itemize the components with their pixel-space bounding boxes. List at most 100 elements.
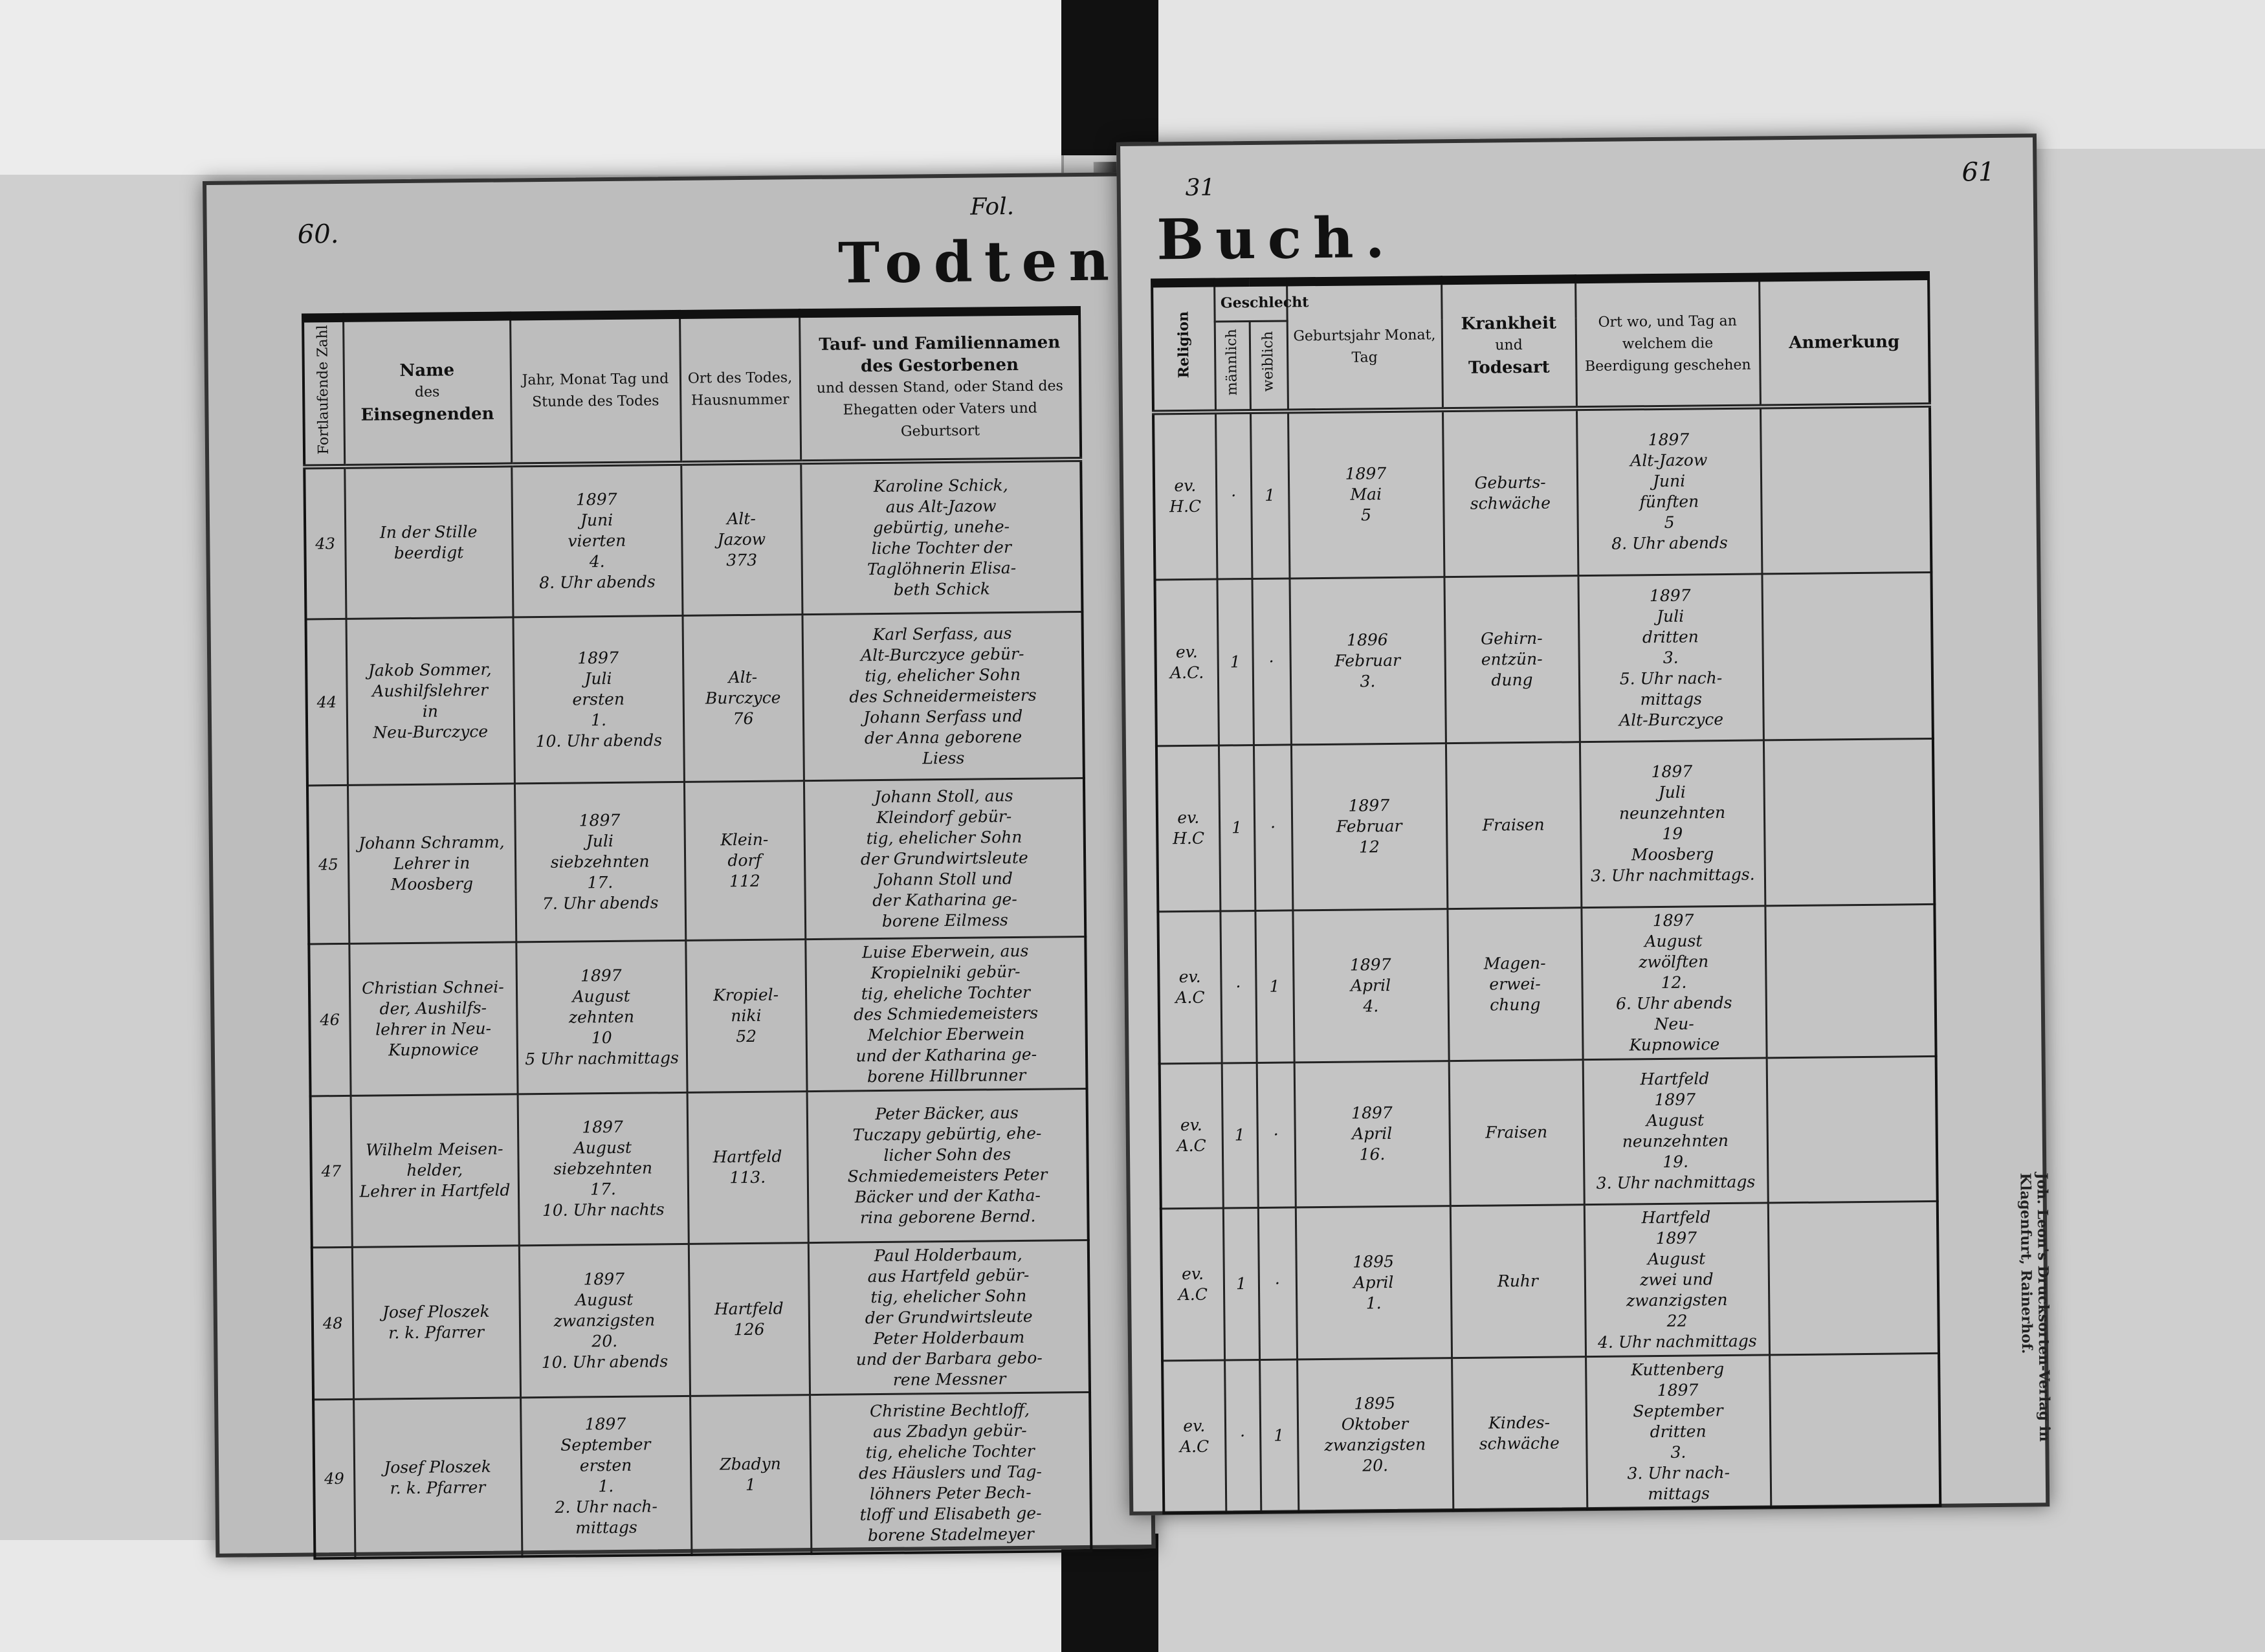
place-of-death: Zbadyn 1	[690, 1394, 812, 1555]
birth-date: 1895 Oktober zwanzigsten 20.	[1297, 1358, 1453, 1512]
cause-of-death: Ruhr	[1450, 1204, 1586, 1358]
sex-female-mark: ·	[1252, 578, 1291, 745]
sex-female-mark: ·	[1256, 1062, 1296, 1207]
header-male: männlich	[1214, 321, 1251, 412]
header-female: weiblich	[1249, 320, 1288, 412]
sex-male-mark: ·	[1215, 412, 1252, 579]
sex-male-mark: 1	[1217, 578, 1254, 745]
date-of-death: 1897 Juli siebzehnten 17. 7. Uhr abends	[514, 781, 686, 942]
header-deceased-name: Tauf- und Familiennamen des Gestorbenen …	[799, 311, 1081, 463]
remarks	[1765, 903, 1936, 1058]
deceased-details: Karl Serfass, aus Alt-Burczyce gebür- ti…	[802, 611, 1084, 781]
deceased-details: Luise Eberwein, aus Kropielniki gebür- t…	[805, 936, 1087, 1092]
cause-of-death: Kindes- schwäche	[1452, 1356, 1587, 1510]
right-page: 31 61 Buch. Religion Geschlecht Geburtsj…	[1116, 133, 2053, 1515]
header-cause-of-death: Krankheit und Todesart	[1441, 279, 1576, 410]
register-row: ev. A.C · 1 1897 April 4. Magen- erwei- chun…	[1158, 903, 1936, 1064]
header-sex: Geschlecht	[1214, 281, 1309, 322]
place-of-death: Alt- Burczyce 76	[682, 614, 804, 782]
sex-male-mark: 1	[1222, 1207, 1260, 1360]
officiant-name: Jakob Sommer, Aushilfslehrer in Neu-Burc…	[346, 617, 514, 785]
cause-of-death: Geburts- schwäche	[1442, 408, 1578, 577]
scanner-background-sheet	[0, 1540, 1061, 1652]
burial-details: 1897 Alt-Jazow Juni fünften 5 8. Uhr abe…	[1576, 406, 1762, 576]
cause-of-death: Fraisen	[1445, 742, 1582, 909]
deceased-details: Christine Bechtloff, aus Zbadyn gebür- t…	[810, 1391, 1092, 1554]
burial-details: Hartfeld 1897 August neunzehnten 19. 3. …	[1582, 1057, 1768, 1205]
date-of-death: 1897 Juni vierten 4. 8. Uhr abends	[511, 463, 683, 617]
remarks	[1769, 1352, 1941, 1507]
cause-of-death: Gehirn- entzün- dung	[1444, 575, 1580, 743]
burial-details: 1897 Juli neunzehnten 19 Moosberg 3. Uhr…	[1579, 740, 1765, 908]
register-row: 48 Josef Ploszek r. k. Pfarrer 1897 August…	[311, 1239, 1090, 1400]
date-of-death: 1897 August zehnten 10 5 Uhr nachmittags	[516, 940, 687, 1094]
register-row: 44 Jakob Sommer, Aushilfslehrer in Neu-Bu…	[305, 611, 1084, 786]
officiant-name: In der Stille beerdigt	[344, 465, 513, 619]
header-officiant: Name des Einsegnenden	[343, 316, 512, 467]
scanner-background-sheet	[0, 0, 1064, 175]
sex-female-mark: ·	[1253, 744, 1293, 910]
place-of-death: Klein- dorf 112	[683, 780, 806, 940]
sex-female-mark: ·	[1257, 1207, 1298, 1360]
book-spine	[1061, 1534, 1158, 1652]
religion: ev. A.C	[1160, 1207, 1225, 1361]
folio-mark: 31	[1185, 174, 1215, 201]
religion: ev. A.C	[1162, 1360, 1226, 1513]
officiant-name: Wilhelm Meisen- helder, Lehrer in Hartfe…	[350, 1094, 519, 1247]
officiant-name: Johann Schramm, Lehrer in Moosberg	[347, 783, 516, 943]
left-page: 60. Fol. Todten- Fortlaufende Zahl Name …	[203, 172, 1156, 1560]
date-of-death: 1897 September ersten 1. 2. Uhr nach- mi…	[520, 1395, 692, 1557]
birth-date: 1895 April 1.	[1295, 1206, 1452, 1360]
place-of-death: Hartfeld 113.	[687, 1091, 808, 1244]
header-religion: Religion	[1152, 282, 1216, 413]
remarks	[1766, 1055, 1938, 1203]
birth-date: 1897 Mai 5	[1288, 410, 1444, 578]
cause-of-death: Magen- erwei- chung	[1447, 907, 1583, 1061]
officiant-name: Josef Ploszek r. k. Pfarrer	[351, 1245, 521, 1399]
entry-number: 47	[310, 1095, 352, 1248]
remarks	[1763, 738, 1935, 906]
burial-details: Hartfeld 1897 August zwei und zwanzigste…	[1584, 1202, 1770, 1357]
sex-male-mark: ·	[1224, 1359, 1261, 1512]
religion: ev. H.C	[1153, 412, 1217, 580]
remarks	[1760, 404, 1932, 574]
deceased-details: Karoline Schick, aus Alt-Jazow gebürtig,…	[801, 459, 1083, 615]
header-remarks: Anmerkung	[1759, 275, 1930, 407]
page-number: 60.	[297, 219, 339, 250]
register-row: ev. A.C · 1 1895 Oktober zwanzigsten 20. Kin…	[1162, 1352, 1941, 1513]
entry-number: 49	[313, 1398, 355, 1559]
deceased-details: Johann Stoll, aus Kleindorf gebür- tig, …	[803, 778, 1086, 940]
birth-date: 1897 Februar 12	[1290, 743, 1448, 910]
register-row: 43 In der Stille beerdigt 1897 Juni vierte…	[304, 459, 1083, 619]
header-place-of-death: Ort des Todes, Hausnummer	[680, 313, 801, 463]
sex-male-mark: ·	[1220, 910, 1257, 1063]
sex-female-mark: 1	[1259, 1359, 1299, 1512]
entry-number: 46	[309, 943, 351, 1096]
officiant-name: Josef Ploszek r. k. Pfarrer	[353, 1397, 522, 1558]
remarks	[1767, 1200, 1939, 1355]
death-register-table-right: Religion Geschlecht Geburtsjahr Monat, T…	[1151, 270, 1942, 1514]
register-row: ev. A.C. 1 · 1896 Februar 3. Gehirn- entzün-…	[1155, 571, 1933, 746]
sex-male-mark: 1	[1221, 1062, 1258, 1208]
folio-mark: Fol.	[970, 193, 1015, 221]
death-register-table-left: Fortlaufende Zahl Name des Einsegnenden …	[301, 305, 1093, 1560]
register-row: ev. H.C 1 · 1897 Februar 12 Fraisen 1897 Juli…	[1156, 738, 1935, 912]
burial-details: 1897 August zwölften 12. 6. Uhr abends N…	[1581, 905, 1767, 1060]
register-row: 49 Josef Ploszek r. k. Pfarrer 1897 Septem…	[313, 1391, 1092, 1559]
header-birth-date: Geburtsjahr Monat, Tag	[1287, 280, 1442, 412]
header-number: Fortlaufende Zahl	[303, 317, 345, 467]
burial-details: Kuttenberg 1897 September dritten 3. 3. …	[1586, 1354, 1771, 1509]
officiant-name: Christian Schnei- der, Aushilfs- lehrer …	[349, 942, 518, 1096]
burial-details: 1897 Juli dritten 3. 5. Uhr nach- mittag…	[1578, 573, 1763, 742]
sex-male-mark: 1	[1218, 745, 1255, 911]
cause-of-death: Fraisen	[1448, 1059, 1584, 1206]
religion: ev. A.C.	[1155, 578, 1219, 746]
sex-female-mark: 1	[1250, 411, 1290, 579]
religion: ev. H.C	[1156, 745, 1221, 912]
entry-number: 44	[305, 618, 348, 786]
page-title: Todten-	[837, 227, 1156, 296]
date-of-death: 1897 August siebzehnten 17. 10. Uhr nach…	[517, 1092, 689, 1246]
register-row: 47 Wilhelm Meisen- helder, Lehrer in Hart…	[310, 1088, 1088, 1248]
date-of-death: 1897 August zwanzigsten 20. 10. Uhr aben…	[518, 1243, 691, 1398]
register-row: 45 Johann Schramm, Lehrer in Moosberg 1897…	[307, 778, 1086, 944]
